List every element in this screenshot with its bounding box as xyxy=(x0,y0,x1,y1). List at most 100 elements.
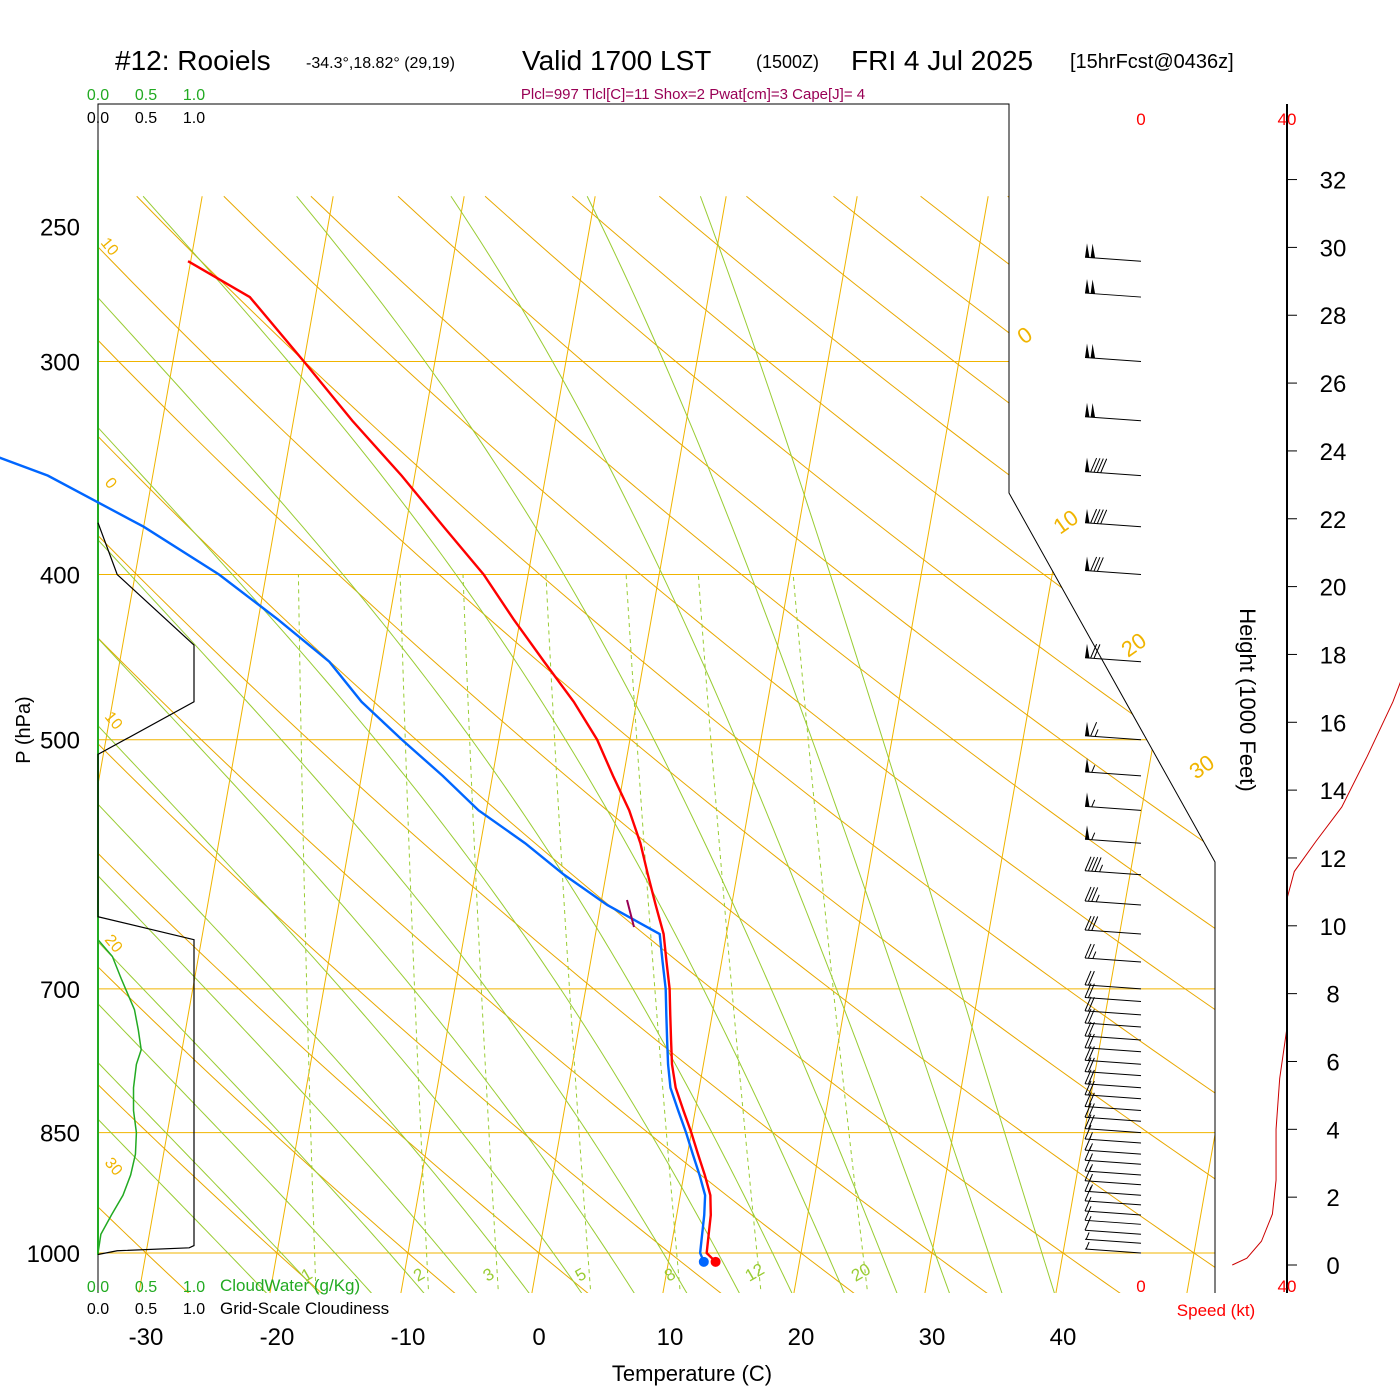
barb-half-flag xyxy=(1085,1241,1090,1250)
mixing-ratio-label: 3 xyxy=(480,1264,498,1285)
pressure-tick-label: 700 xyxy=(40,977,80,1004)
cloudwater-scale-top: 0.5 xyxy=(135,87,157,104)
barb-pennant xyxy=(1085,243,1090,258)
moist-adiabat xyxy=(450,195,952,1293)
barb-staff xyxy=(1084,1022,1142,1028)
barb-staff xyxy=(1084,1210,1142,1216)
temperature-tick-label: 10 xyxy=(657,1324,684,1351)
height-tick-label: 28 xyxy=(1320,303,1347,330)
barb-flag xyxy=(1090,643,1098,659)
barb-staff xyxy=(1084,1229,1142,1235)
temperature-surface-point xyxy=(710,1256,721,1267)
barb-flag xyxy=(1087,1114,1095,1130)
barb-flag xyxy=(1084,1196,1092,1212)
height-tick-label: 10 xyxy=(1320,914,1347,941)
wind-barb xyxy=(1084,825,1142,844)
wind-barb xyxy=(1084,508,1142,528)
barb-flag xyxy=(1084,996,1092,1012)
title-forecast: [15hrFcst@0436z] xyxy=(1070,51,1234,73)
dry-adiabat xyxy=(310,195,1215,1293)
speed-tick-label-top: 0 xyxy=(1136,110,1145,129)
pressure-tick-label: 300 xyxy=(40,349,80,376)
barb-flag xyxy=(1100,458,1108,473)
x-axis-title: Temperature (C) xyxy=(612,1361,772,1386)
barb-half-flag xyxy=(1089,1132,1093,1140)
wind-barb xyxy=(1084,757,1142,777)
stability-indices: Plcl=997 Tlcl[C]=11 Shox=2 Pwat[cm]=3 Ca… xyxy=(521,86,865,103)
dry-adiabat xyxy=(397,195,1215,1293)
wind-barb xyxy=(1084,243,1142,262)
wind-barb xyxy=(1084,1146,1142,1165)
barb-flag xyxy=(1087,1103,1095,1118)
moist-adiabat xyxy=(98,195,532,1293)
barb-flag xyxy=(1093,458,1101,473)
barb-pennant xyxy=(1085,457,1090,472)
wind-barb xyxy=(1084,943,1142,963)
barb-flag xyxy=(1084,983,1092,998)
moist-adiabat xyxy=(586,196,1004,1293)
isotherm xyxy=(1185,196,1215,1293)
barb-staff xyxy=(1084,570,1142,576)
barb-flag xyxy=(1093,509,1101,524)
dry-adiabat xyxy=(223,195,1215,1293)
pressure-tick-label: 1000 xyxy=(27,1241,80,1268)
barb-pennant xyxy=(1085,721,1090,737)
barb-flag xyxy=(1100,509,1108,525)
mixing-ratio-label: 12 xyxy=(742,1260,768,1286)
dry-adiabat xyxy=(98,195,326,1293)
wind-barb xyxy=(1084,1241,1142,1254)
barb-pennant xyxy=(1090,403,1096,418)
cloudwater-scale-top: 0.0 xyxy=(87,87,109,104)
wind-barb xyxy=(1084,721,1142,741)
height-tick-label: 30 xyxy=(1320,235,1347,262)
barb-pennant xyxy=(1085,279,1090,294)
barb-staff xyxy=(1084,805,1142,811)
barb-flag xyxy=(1084,1021,1092,1037)
moist-adiabat xyxy=(98,195,323,1293)
wind-barb xyxy=(1084,792,1142,811)
height-tick-label: 16 xyxy=(1320,710,1347,737)
cloudwater-scale-bottom: 0.0 xyxy=(87,1279,109,1296)
wind-barb xyxy=(1084,1166,1142,1186)
wind-barb xyxy=(1084,1232,1142,1244)
barb-staff xyxy=(1084,1159,1142,1165)
moist-adiabat xyxy=(98,195,689,1293)
barb-staff xyxy=(1084,1094,1142,1100)
moist-adiabat xyxy=(98,195,375,1293)
barb-staff xyxy=(1084,957,1142,963)
barb-half-flag xyxy=(1095,894,1100,902)
moist-adiabat xyxy=(699,196,1056,1293)
dry-adiabat xyxy=(1007,195,1215,1293)
barb-flag xyxy=(1084,1114,1092,1129)
speed-tick-label-bottom: 0 xyxy=(1136,1277,1145,1296)
cloudiness-scale-bottom: 0.5 xyxy=(135,1301,157,1318)
isotherm xyxy=(399,196,596,1293)
wind-barb xyxy=(1084,996,1142,1016)
isotherm-edge-label: 30 xyxy=(1185,750,1219,785)
cloudiness-scale-top: 0.5 xyxy=(135,110,157,127)
height-tick-label: 4 xyxy=(1326,1117,1339,1144)
barb-half-flag xyxy=(1089,1153,1093,1161)
wind-barb xyxy=(1084,1114,1142,1134)
barb-flag xyxy=(1084,915,1092,931)
wind-barb xyxy=(1084,279,1142,298)
barb-half-flag xyxy=(1085,1232,1090,1240)
barb-flag xyxy=(1084,970,1092,986)
barb-half-flag xyxy=(1089,1184,1093,1192)
barb-pennant xyxy=(1085,757,1090,773)
cloudwater-label: CloudWater (g/Kg) xyxy=(220,1276,360,1295)
cloudwater-line xyxy=(97,939,142,1254)
barb-staff xyxy=(1084,1010,1142,1016)
wind-barb xyxy=(1084,343,1142,362)
barb-pennant xyxy=(1090,343,1096,359)
wind-barb xyxy=(1084,1057,1142,1077)
height-tick-label: 22 xyxy=(1320,507,1347,534)
speed-tick-label-bottom: 40 xyxy=(1278,1277,1297,1296)
barb-flag xyxy=(1084,1046,1092,1061)
barb-staff xyxy=(1084,984,1142,990)
barb-staff xyxy=(1084,1238,1142,1244)
cloudiness-scale-bottom: 1.0 xyxy=(183,1301,205,1318)
mixing-ratio-label: 20 xyxy=(848,1260,874,1286)
cloud-profiles xyxy=(97,522,195,1256)
